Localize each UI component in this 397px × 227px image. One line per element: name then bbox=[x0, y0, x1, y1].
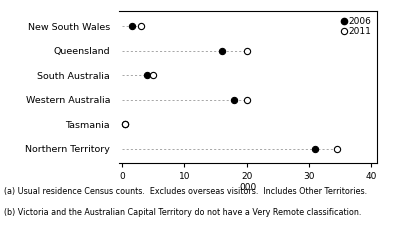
Text: (a) Usual residence Census counts.  Excludes overseas visitors.  Includes Other : (a) Usual residence Census counts. Exclu… bbox=[4, 187, 367, 196]
X-axis label: 000: 000 bbox=[239, 183, 257, 192]
Text: (b) Victoria and the Australian Capital Territory do not have a Very Remote clas: (b) Victoria and the Australian Capital … bbox=[4, 208, 361, 217]
Legend: 2006, 2011: 2006, 2011 bbox=[341, 16, 373, 37]
